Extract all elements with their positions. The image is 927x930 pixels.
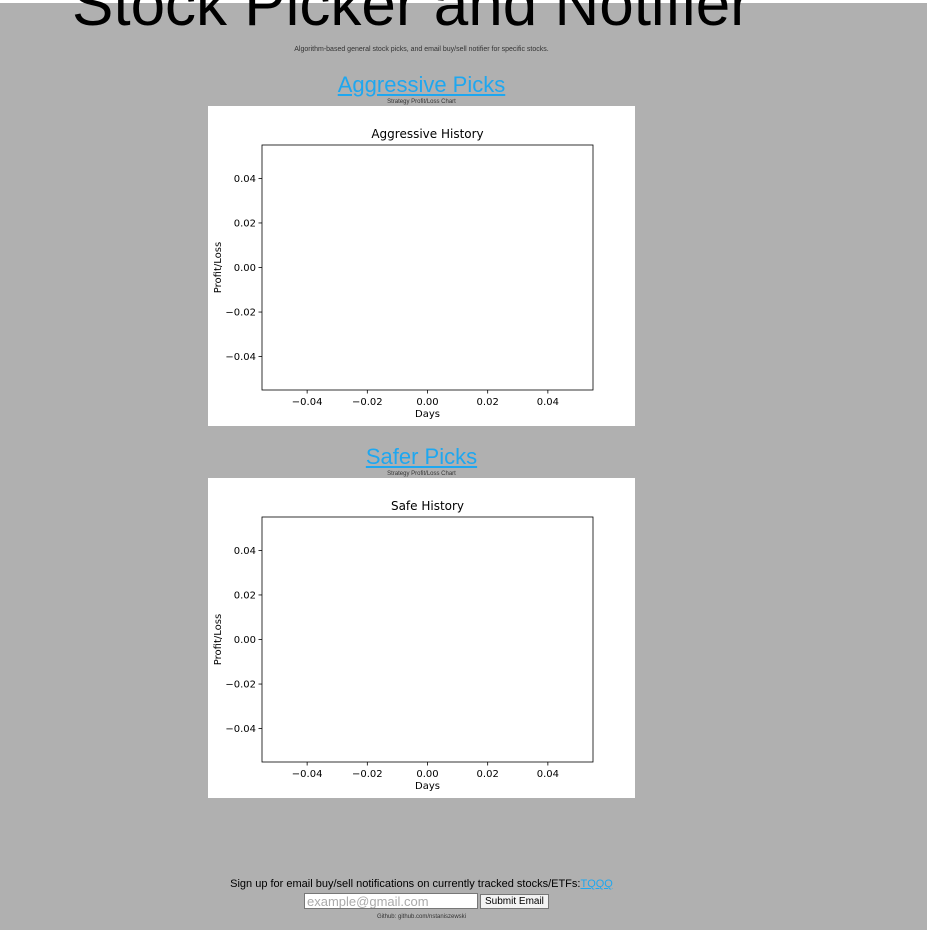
safer-chart: Safe History −0.04 −0.02 0.00 0.02 0.04 −0.04 −… bbox=[208, 478, 635, 798]
submit-email-button[interactable]: Submit Email bbox=[480, 893, 549, 909]
y-tick-label: −0.02 bbox=[225, 680, 256, 691]
aggressive-chart-svg: Aggressive History −0.04 −0.02 0.00 0.02 0.04… bbox=[213, 127, 594, 420]
y-tick-label: −0.02 bbox=[225, 308, 256, 319]
safer-picks-link[interactable]: Safer Picks bbox=[365, 444, 478, 469]
x-tick-label: 0.02 bbox=[477, 769, 499, 780]
y-tick-label: 0.04 bbox=[234, 174, 256, 185]
safer-chart-caption: Strategy Profit/Loss Chart bbox=[387, 471, 456, 477]
x-tick-label: 0.04 bbox=[537, 769, 559, 780]
y-tick-label: 0.04 bbox=[234, 546, 256, 557]
signup-line: Sign up for email buy/sell notifications… bbox=[0, 878, 843, 890]
x-tick-label: −0.04 bbox=[292, 769, 323, 780]
signup-form: Submit Email bbox=[304, 892, 549, 910]
x-tick-label: −0.02 bbox=[352, 769, 383, 780]
y-tick-label: −0.04 bbox=[225, 352, 256, 363]
x-axis-label: Days bbox=[415, 409, 440, 420]
plot-frame bbox=[261, 516, 594, 763]
x-axis-label: Days bbox=[415, 781, 440, 792]
y-axis-label: Profit/Loss bbox=[213, 614, 224, 665]
x-tick-label: −0.02 bbox=[352, 397, 383, 408]
plot-frame bbox=[261, 144, 594, 391]
ticker-link-tqqq[interactable]: TQQQ bbox=[580, 878, 613, 890]
y-axis-label: Profit/Loss bbox=[213, 242, 224, 293]
signup-text: Sign up for email buy/sell notifications… bbox=[230, 878, 581, 890]
github-footer: Github: github.com/nstaniszewski bbox=[376, 914, 467, 920]
email-input[interactable] bbox=[304, 893, 478, 909]
safer-chart-svg: Safe History −0.04 −0.02 0.00 0.02 0.04 −0.04 −… bbox=[213, 499, 594, 792]
chart-title: Aggressive History bbox=[371, 127, 483, 141]
page-subtitle: Algorithm-based general stock picks, and… bbox=[294, 46, 549, 53]
x-tick-label: 0.00 bbox=[416, 769, 438, 780]
x-tick-label: 0.02 bbox=[477, 397, 499, 408]
top-border bbox=[0, 0, 927, 3]
y-tick-label: −0.04 bbox=[225, 724, 256, 735]
x-tick-label: 0.04 bbox=[537, 397, 559, 408]
aggressive-picks-link[interactable]: Aggressive Picks bbox=[337, 72, 506, 97]
y-tick-label: 0.00 bbox=[234, 263, 256, 274]
chart-title: Safe History bbox=[391, 499, 464, 513]
page-title: Stock Picker and Notifier bbox=[72, 0, 751, 39]
x-tick-label: 0.00 bbox=[416, 397, 438, 408]
aggressive-chart-caption: Strategy Profit/Loss Chart bbox=[387, 99, 456, 105]
aggressive-chart: Aggressive History −0.04 −0.02 0.00 0.02 0.04… bbox=[208, 106, 635, 426]
y-tick-label: 0.02 bbox=[234, 218, 256, 229]
x-tick-label: −0.04 bbox=[292, 397, 323, 408]
y-tick-label: 0.02 bbox=[234, 590, 256, 601]
y-tick-label: 0.00 bbox=[234, 635, 256, 646]
